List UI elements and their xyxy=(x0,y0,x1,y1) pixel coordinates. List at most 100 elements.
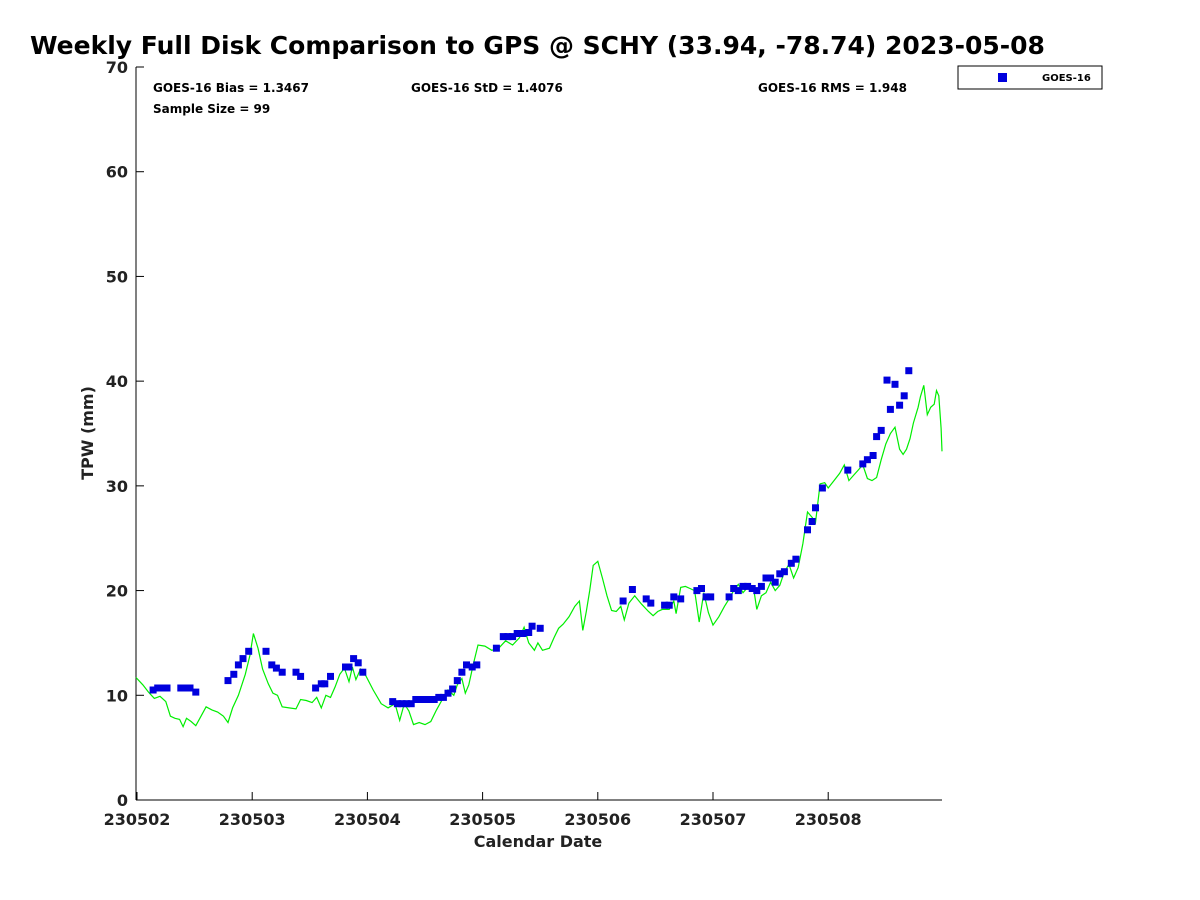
goes16-point xyxy=(739,582,747,590)
goes16-point xyxy=(509,633,517,641)
goes16-point xyxy=(463,661,470,669)
goes16-point xyxy=(354,659,362,667)
goes16-point xyxy=(900,392,908,400)
goes16-point xyxy=(181,684,189,692)
goes16-point xyxy=(359,668,367,676)
goes16-point xyxy=(154,684,162,692)
goes16-point xyxy=(873,433,881,441)
goes16-point xyxy=(628,586,636,593)
goes16-point xyxy=(230,670,238,678)
goes16-point xyxy=(186,684,194,692)
stat-std: GOES-16 StD = 1.4076 xyxy=(411,81,563,95)
chart-title: Weekly Full Disk Comparison to GPS @ SCH… xyxy=(30,31,1045,60)
goes16-point xyxy=(665,601,673,609)
goes16-point xyxy=(389,698,397,706)
x-tick-label: 230503 xyxy=(219,810,286,829)
goes16-point xyxy=(896,401,904,409)
goes16-point xyxy=(453,677,461,685)
goes16-point xyxy=(877,426,885,434)
goes16-point xyxy=(808,518,816,525)
legend-label: GOES-16 xyxy=(1042,73,1091,84)
goes16-point xyxy=(787,559,795,567)
goes16-point xyxy=(693,587,701,595)
goes16-point xyxy=(771,578,779,586)
goes16-point xyxy=(224,677,232,685)
goes16-point xyxy=(812,504,819,512)
goes16-point xyxy=(859,460,867,468)
goes16-point xyxy=(753,587,761,595)
goes16-point xyxy=(499,633,507,641)
goes16-point xyxy=(883,376,891,384)
goes16-point xyxy=(403,700,411,708)
goes16-point xyxy=(163,684,171,692)
goes16-point xyxy=(421,696,429,703)
goes16-point xyxy=(177,684,185,692)
goes16-point xyxy=(725,593,733,601)
goes16-point xyxy=(350,655,358,663)
y-axis-label: TPW (mm) xyxy=(78,386,97,480)
goes16-point xyxy=(642,595,650,603)
x-axis-label: Calendar Date xyxy=(474,832,603,851)
goes16-point xyxy=(762,574,770,582)
goes16-point xyxy=(905,367,913,375)
goes16-point xyxy=(891,380,899,388)
goes16-point xyxy=(268,661,276,669)
goes16-point xyxy=(444,689,452,697)
x-ticks: 230502 230503 230504 230505 230506 230507 2305… xyxy=(104,792,862,829)
x-tick-label: 230506 xyxy=(564,810,631,829)
goes16-point xyxy=(158,684,166,692)
goes16-point xyxy=(863,456,871,464)
goes16-point xyxy=(528,622,536,630)
goes16-point xyxy=(473,661,481,669)
goes16-point xyxy=(513,630,521,637)
goes16-point xyxy=(393,700,401,708)
goes16-point xyxy=(504,633,512,641)
goes16-point xyxy=(272,664,280,672)
goes16-point xyxy=(416,696,424,703)
goes16-point xyxy=(234,661,242,669)
goes16-point xyxy=(619,597,627,605)
goes16-point xyxy=(297,672,305,680)
x-tick-label: 230505 xyxy=(449,810,516,829)
stat-bias: GOES-16 Bias = 1.3467 xyxy=(153,81,309,95)
goes16-point xyxy=(435,693,443,701)
goes16-point xyxy=(519,630,527,637)
goes16-point xyxy=(677,595,685,603)
x-tick-label: 230502 xyxy=(104,810,171,829)
goes16-point xyxy=(430,696,438,703)
goes16-point xyxy=(744,582,752,590)
goes16-point xyxy=(886,405,894,413)
goes16-point xyxy=(321,680,329,688)
legend-marker xyxy=(998,73,1007,82)
goes16-point xyxy=(327,672,334,680)
goes16-point xyxy=(844,466,852,474)
goes16-point xyxy=(292,668,300,676)
goes16-point xyxy=(647,599,655,607)
gps-series-line xyxy=(135,385,943,729)
series-layer xyxy=(135,367,943,729)
goes16-point xyxy=(262,647,270,655)
goes16-point xyxy=(757,582,765,590)
x-tick-label: 230504 xyxy=(334,810,401,829)
y-ticks: 0 10 20 30 40 50 60 70 xyxy=(106,58,144,810)
goes16-point xyxy=(748,585,756,592)
goes16-point xyxy=(468,663,476,671)
x-tick-label: 230507 xyxy=(680,810,747,829)
y-tick-label: 50 xyxy=(106,267,128,286)
goes16-point xyxy=(734,587,742,595)
goes16-point xyxy=(149,686,157,694)
y-tick-label: 10 xyxy=(106,686,128,705)
goes16-point xyxy=(412,696,420,703)
stat-sample-size: Sample Size = 99 xyxy=(153,102,270,116)
y-tick-label: 60 xyxy=(106,163,128,182)
goes16-point xyxy=(239,655,247,663)
y-tick-label: 0 xyxy=(117,791,128,810)
goes16-point xyxy=(492,644,500,652)
goes16-point xyxy=(818,484,826,492)
goes16-point xyxy=(312,684,320,692)
legend-box xyxy=(957,65,1103,90)
goes16-point xyxy=(245,647,253,655)
goes16-point xyxy=(670,593,678,601)
goes16-point xyxy=(345,663,353,671)
